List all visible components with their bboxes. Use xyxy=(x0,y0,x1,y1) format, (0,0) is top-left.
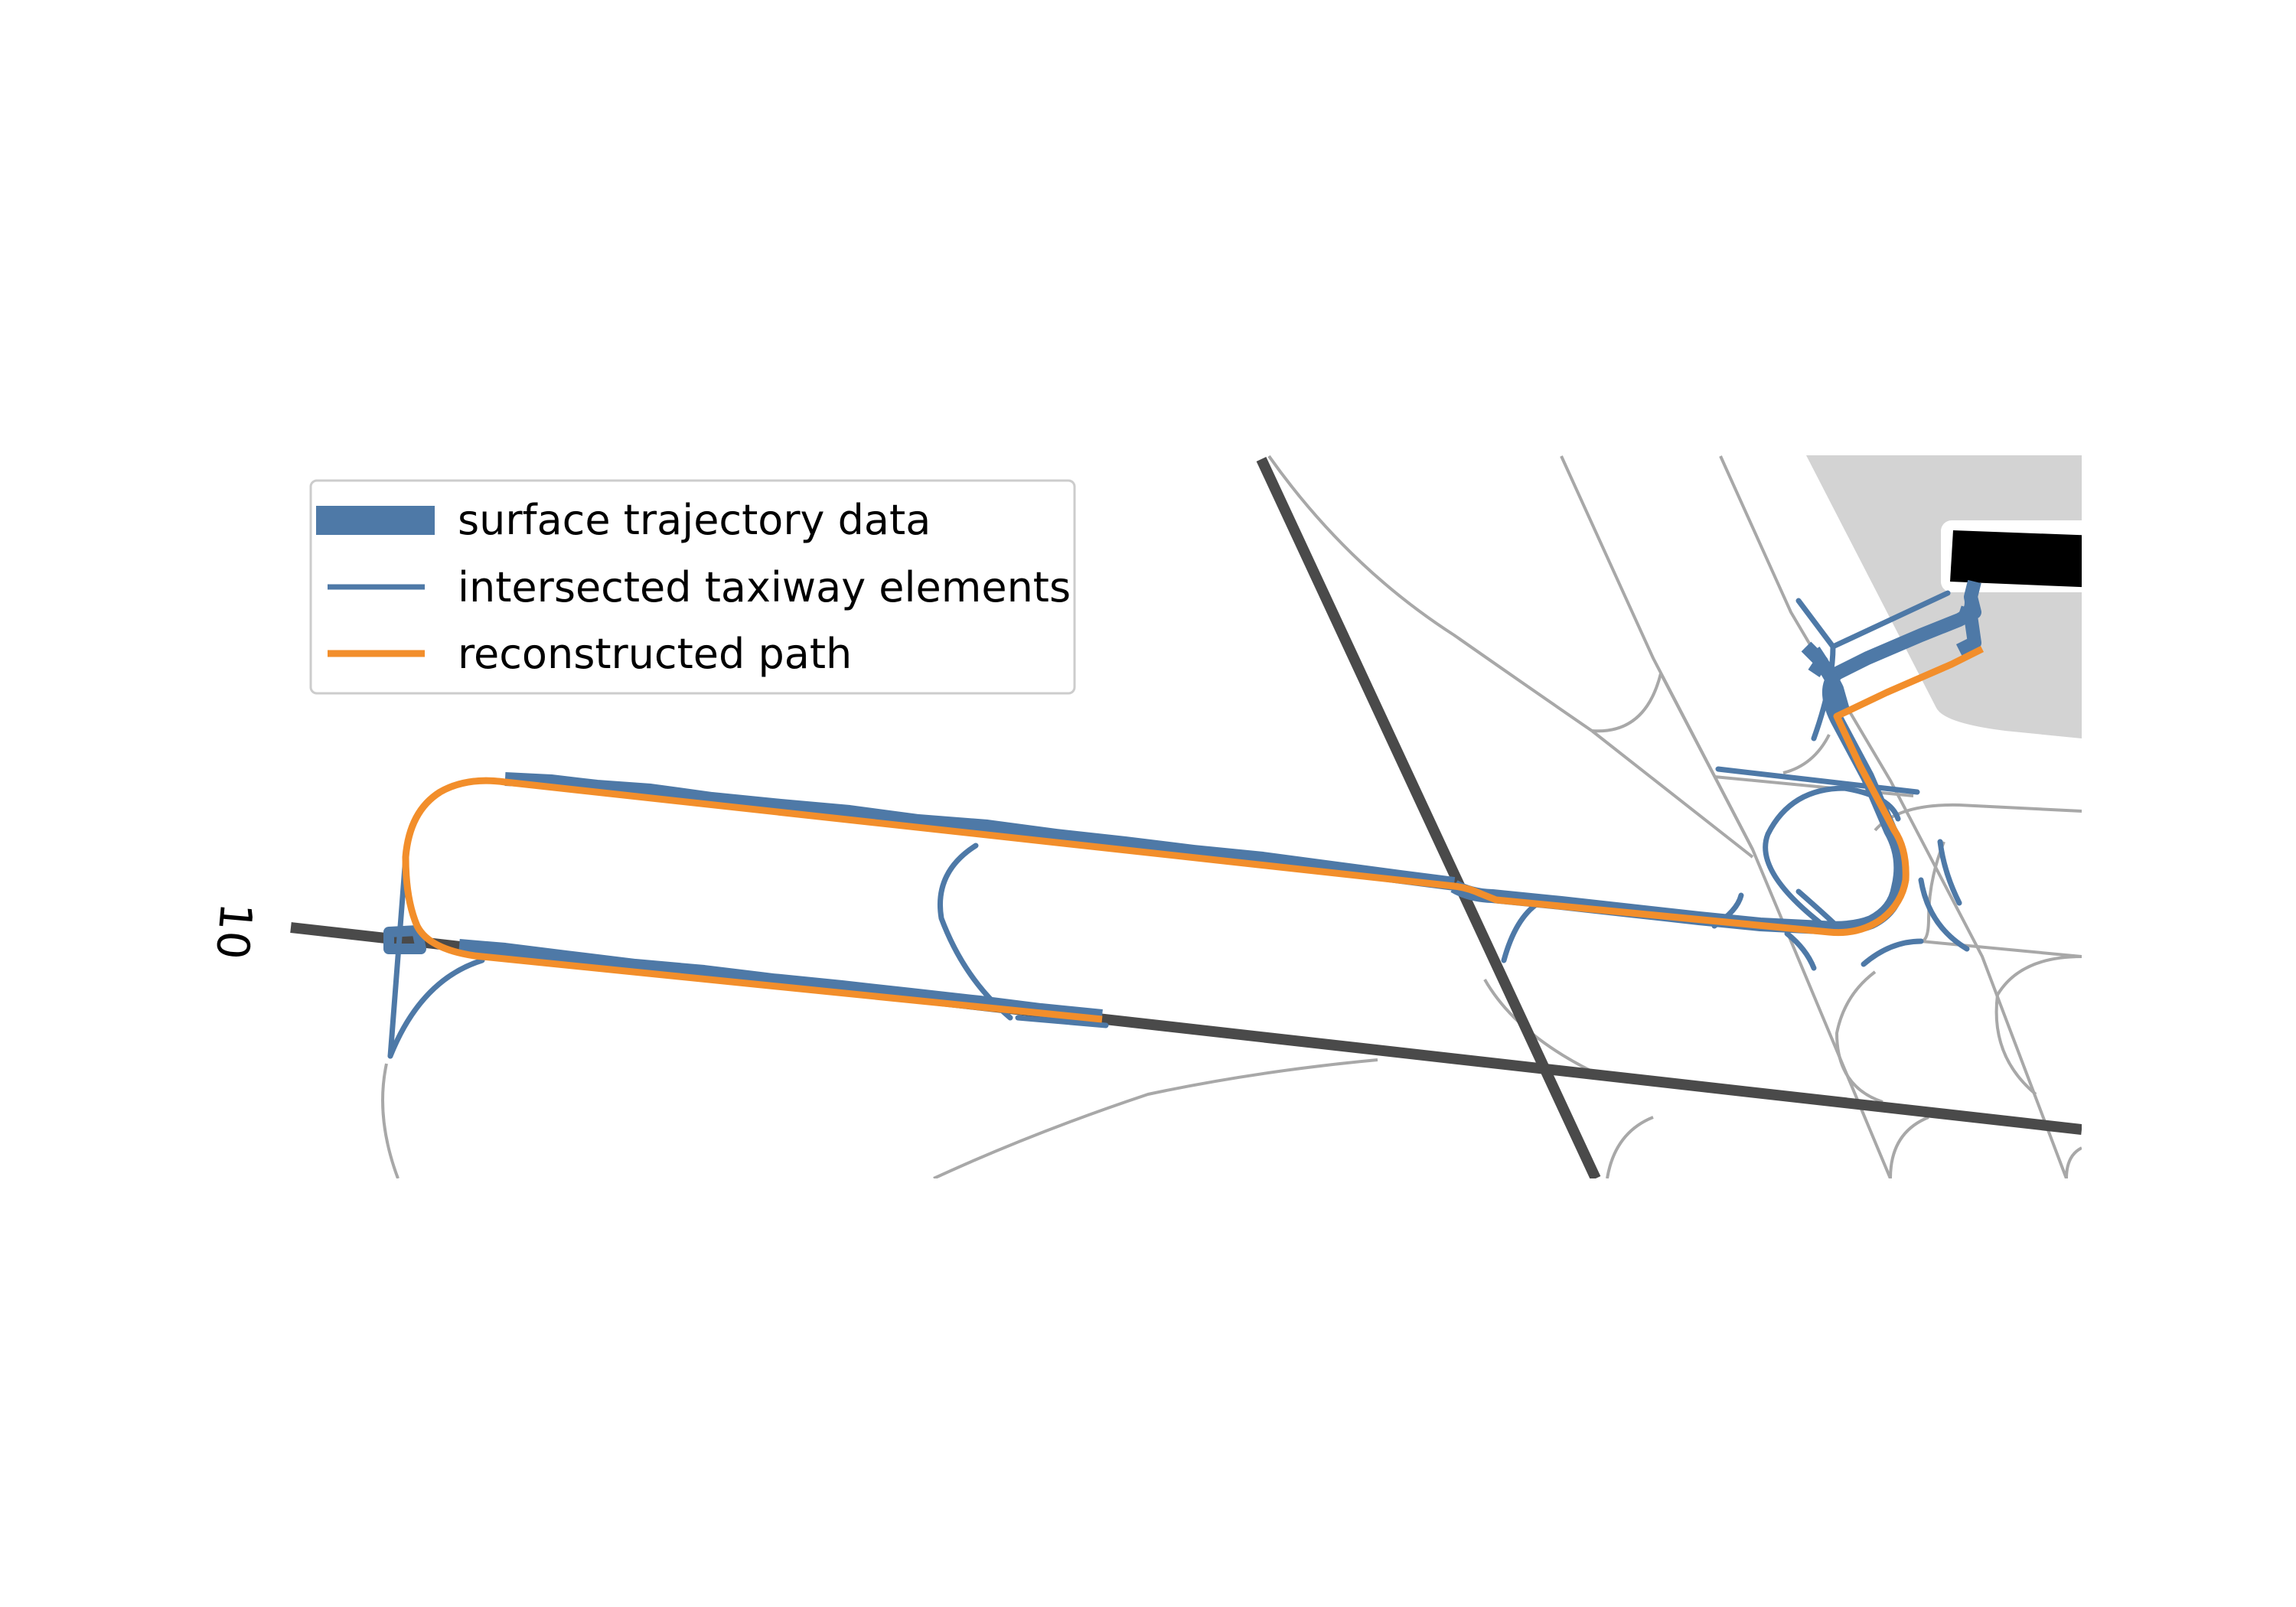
trajectory-segment xyxy=(1801,641,1828,677)
legend-path-label: reconstructed path xyxy=(458,630,852,678)
intersected-segment xyxy=(1784,931,1817,971)
taxiway-segment xyxy=(2065,1146,2082,1178)
intersected-segment xyxy=(1501,900,1541,963)
legend-taxiway-label: intersected taxiway elements xyxy=(458,563,1071,611)
intersected-segment xyxy=(1861,938,1924,967)
trajectory-endpoint xyxy=(383,925,426,954)
trajectory-segment xyxy=(458,939,1103,1023)
intersected-segment xyxy=(1715,766,1920,795)
runway-label: 10 xyxy=(206,901,263,961)
taxiway-segment xyxy=(1591,673,1662,733)
runway-crossing xyxy=(1256,457,1601,1178)
intersected-segment xyxy=(938,843,1013,1021)
intersected-segment xyxy=(387,854,409,1059)
trajectory-segment xyxy=(1955,605,1981,657)
taxiway-segment xyxy=(933,1058,1378,1178)
taxiway-segment xyxy=(1889,1116,1929,1178)
intersected-segment xyxy=(1015,1015,1109,1028)
reconstructed-path xyxy=(402,645,1985,1023)
terminal-building xyxy=(1950,530,2082,588)
taxiway-segment xyxy=(1560,455,1892,1178)
taxiway-segment xyxy=(1782,734,1831,774)
taxiway-segment xyxy=(1920,841,1945,943)
taxiway-segment xyxy=(1606,1116,1654,1178)
taxiway-segment xyxy=(1719,455,2068,1178)
intersected-segment xyxy=(1937,839,1962,906)
intersected-segment xyxy=(1918,877,1970,952)
legend: surface trajectory data intersected taxi… xyxy=(309,479,1076,695)
taxiway-segment xyxy=(1994,955,2082,1096)
taxiway-segment xyxy=(1835,970,1883,1103)
intersected-segment xyxy=(387,957,485,1059)
taxiway-segment xyxy=(1920,940,2082,958)
trajectory-segment xyxy=(504,772,1456,891)
legend-trajectory-label: surface trajectory data xyxy=(458,496,931,544)
taxiway-segment xyxy=(1267,455,1593,732)
taxiway-segment xyxy=(381,1063,400,1178)
intersected-segment xyxy=(1830,590,1951,650)
taxiway-segment xyxy=(1590,729,1754,859)
legend-frame xyxy=(309,479,1076,695)
trajectory-segment xyxy=(1963,579,1981,623)
taxiway-segment xyxy=(1659,673,1754,850)
trajectory-segment xyxy=(1450,595,1978,935)
